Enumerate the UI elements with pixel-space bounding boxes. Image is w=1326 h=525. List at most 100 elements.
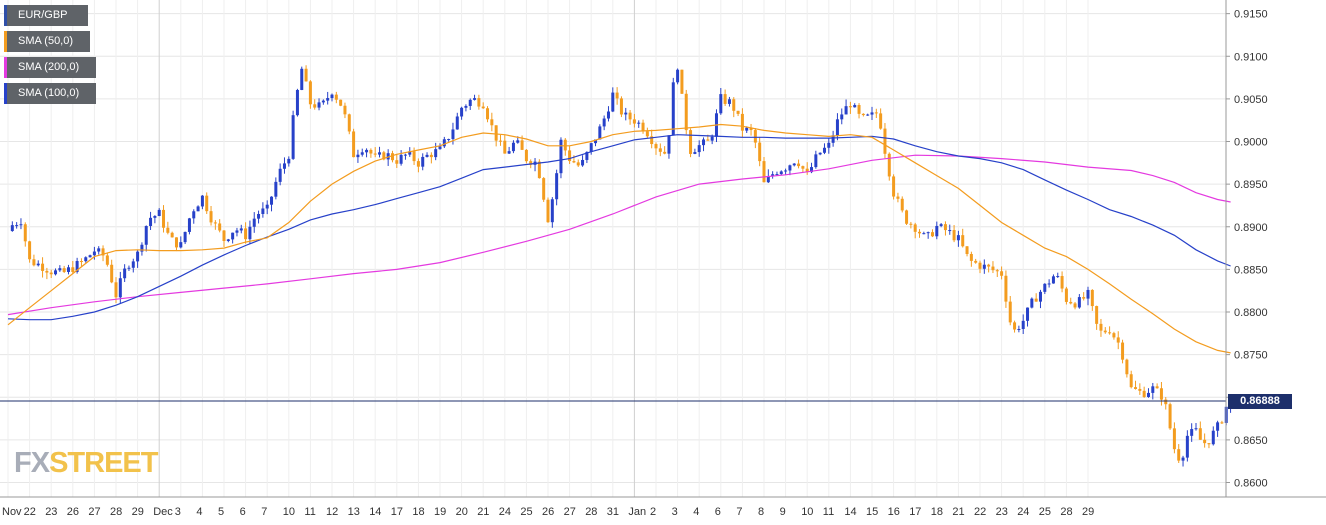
candle-body [689,130,693,154]
candle-body [248,226,252,240]
candle-body [429,154,433,158]
candle-body [503,140,507,154]
candle-body [157,209,161,216]
candle-body [28,241,32,260]
candle-body [1134,387,1138,389]
candle-body [200,195,204,207]
candle-body [140,244,144,252]
candle-body [900,198,904,211]
candle-body [317,102,321,108]
candle-body [719,94,723,114]
candle-body [1159,388,1163,400]
candle-body [395,160,399,164]
legend-sma200-swatch [4,57,7,78]
candle-body [883,128,887,154]
candle-body [408,151,412,155]
candle-body [974,260,978,263]
x-tick-label: 7 [261,506,267,518]
candle-body [1013,322,1017,330]
candle-body [671,82,675,136]
candle-body [378,152,382,155]
y-tick-label: 0.9150 [1234,9,1268,21]
candle-body [818,152,822,155]
candle-body [740,113,744,131]
candle-body [749,127,753,131]
candle-body [952,230,956,241]
candle-body [969,253,973,261]
moving-averages [7,123,1231,354]
candle-body [308,81,312,105]
candle-body [490,119,494,126]
candle-body [520,140,524,150]
legend-sma200[interactable]: SMA (200,0) [4,57,96,78]
candle-body [995,270,999,272]
candle-body [926,232,930,234]
candle-body [226,239,230,241]
candle-body [624,112,628,115]
candle-body [71,267,75,272]
legend-sma100[interactable]: SMA (100,0) [4,83,96,104]
candle-body [922,233,926,235]
x-tick-label: 6 [240,506,246,518]
candle-body [494,125,498,141]
candle-body [913,224,917,232]
candle-body [511,142,515,152]
candle-body [1198,428,1202,440]
candle-body [1043,283,1047,292]
candle-body [416,161,420,167]
legend-eurgbp-swatch [4,5,7,26]
candle-body [1108,332,1112,334]
candle-body [136,251,140,262]
candle-body [192,211,196,219]
candle-body [1030,298,1034,308]
x-tick-label: 21 [952,506,964,518]
candle-body [58,268,62,271]
candle-body [451,129,455,140]
x-tick-label: 22 [974,506,986,518]
x-tick-label: Nov [2,506,22,518]
candle-body [857,105,861,114]
candle-body [382,152,386,160]
x-tick-label: 23 [996,506,1008,518]
candle-body [568,150,572,162]
candle-body [235,230,239,233]
candle-body [486,108,490,120]
candle-body [771,174,775,177]
candle-body [1099,323,1103,331]
candle-body [278,168,282,182]
current-price-label: 0.86888 [1228,394,1292,409]
x-tick-label: 11 [823,506,834,518]
candle-body [123,268,127,279]
candle-body [788,165,792,171]
candle-body [961,235,965,247]
candle-body [637,122,641,124]
legend-sma50-swatch [4,31,7,52]
candle-body [697,145,701,153]
candle-body [66,267,70,272]
candle-body [1207,443,1211,445]
candle-body [935,225,939,237]
candle-body [611,92,615,112]
candle-body [403,154,407,156]
candle-body [792,163,796,166]
candle-body [753,130,757,143]
legend-eurgbp[interactable]: EUR/GBP [4,5,88,26]
candle-body [62,268,66,272]
candle-body [805,168,809,173]
candle-body [390,153,394,161]
candle-body [844,106,848,115]
candle-body [1038,291,1042,302]
y-tick-label: 0.9050 [1234,94,1268,106]
candle-body [784,170,788,172]
candle-body [468,99,472,106]
candle-body [438,146,442,150]
candle-body [576,162,580,166]
x-tick-label: 3 [175,506,181,518]
candle-body [1155,386,1159,389]
candle-body [257,213,261,219]
candle-body [321,100,325,103]
candle-body [861,113,865,116]
candle-body [723,94,727,104]
candle-body [1164,399,1168,405]
legend-sma50[interactable]: SMA (50,0) [4,31,90,52]
